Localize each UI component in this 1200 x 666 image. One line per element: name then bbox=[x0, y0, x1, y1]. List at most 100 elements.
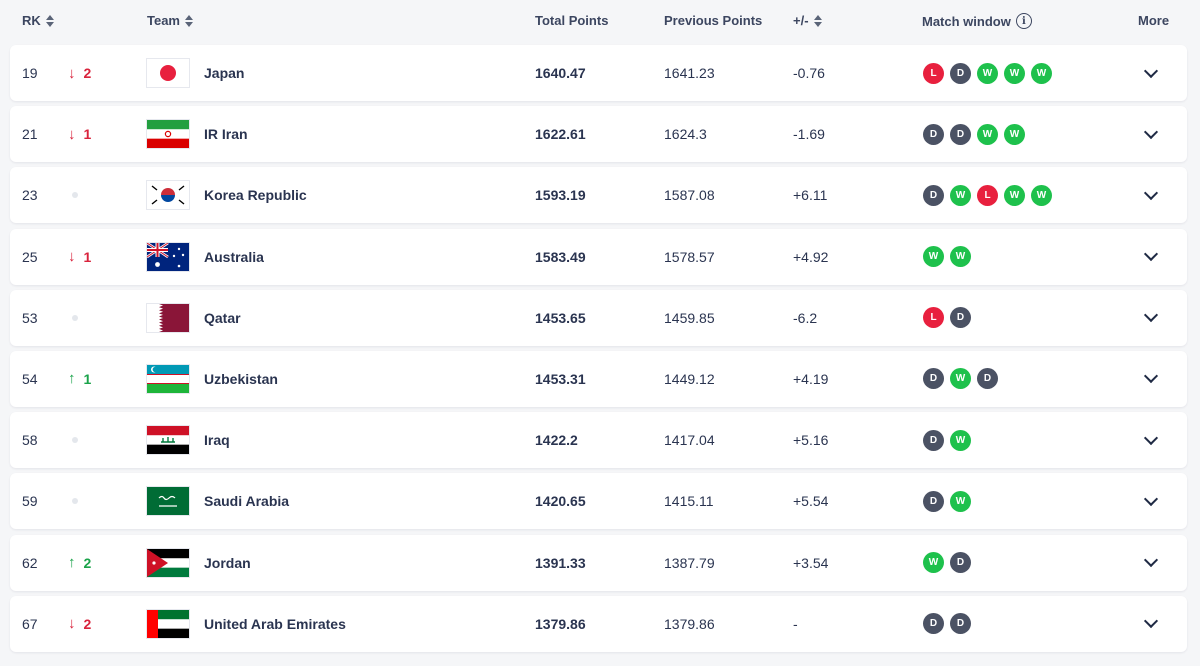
match-result-badge[interactable]: L bbox=[923, 62, 944, 84]
team-name[interactable]: Japan bbox=[204, 65, 245, 81]
team-name[interactable]: Qatar bbox=[204, 309, 241, 326]
team-name[interactable]: Saudi Arabia bbox=[204, 493, 290, 510]
match-result-badge[interactable]: D bbox=[923, 368, 944, 390]
expand-row-button[interactable] bbox=[1143, 473, 1159, 529]
team-name[interactable]: Iraq bbox=[204, 432, 230, 449]
australia-flag-icon bbox=[147, 242, 189, 271]
points-diff: -0.76 bbox=[793, 65, 825, 81]
match-result-badge[interactable]: W bbox=[1004, 62, 1025, 84]
match-result-badge[interactable]: D bbox=[950, 307, 971, 329]
diff-header[interactable]: +/- bbox=[793, 13, 822, 28]
match-result-badge[interactable]: D bbox=[950, 123, 971, 145]
team-name[interactable]: Uzbekistan bbox=[204, 370, 278, 387]
match-result-badge[interactable]: W bbox=[950, 368, 971, 390]
match-result-badge[interactable]: W bbox=[977, 123, 998, 145]
rank-value: 23 bbox=[22, 187, 38, 204]
chevron-down-icon bbox=[1143, 124, 1159, 139]
arrow-down-icon: ↓ bbox=[68, 248, 76, 266]
expand-row-button[interactable] bbox=[1143, 45, 1159, 101]
japan-flag-icon bbox=[147, 59, 189, 87]
match-result-badge[interactable]: L bbox=[977, 184, 998, 206]
match-result-badge[interactable]: W bbox=[923, 246, 944, 268]
rank-value: 67 bbox=[22, 615, 38, 632]
match-result-badge[interactable]: W bbox=[950, 429, 971, 451]
expand-row-button[interactable] bbox=[1143, 412, 1159, 468]
match-result-badge[interactable]: D bbox=[977, 368, 998, 390]
rank-value: 59 bbox=[22, 493, 38, 510]
team-name[interactable]: IR Iran bbox=[204, 126, 248, 143]
total-points: 1593.19 bbox=[535, 187, 586, 204]
match-result-badge[interactable]: W bbox=[977, 62, 998, 84]
rank-value: 54 bbox=[22, 370, 38, 387]
match-result-badge[interactable]: W bbox=[1004, 184, 1025, 206]
more-header: More bbox=[1138, 13, 1170, 28]
team-name[interactable]: Jordan bbox=[204, 554, 251, 571]
match-result-badge[interactable]: L bbox=[923, 307, 944, 329]
previous-points: 1415.11 bbox=[664, 493, 714, 510]
match-result-badge[interactable]: D bbox=[923, 613, 944, 635]
team-name[interactable]: United Arab Emirates bbox=[204, 615, 346, 632]
total-points: 1420.65 bbox=[535, 493, 586, 510]
expand-row-button[interactable] bbox=[1143, 290, 1159, 346]
rank-move: ↓ 1 bbox=[68, 229, 91, 285]
previous-points: 1449.12 bbox=[664, 370, 715, 387]
match-result-badge[interactable]: D bbox=[950, 613, 971, 635]
match-result-badge[interactable]: W bbox=[950, 490, 971, 512]
table-row[interactable]: 54 ↑ 1 Uzbekistan 1453.31 1449.12 +4.19 … bbox=[10, 350, 1187, 407]
points-diff: +5.54 bbox=[793, 493, 829, 510]
total-points: 1422.2 bbox=[535, 432, 578, 449]
neutral-dot-icon bbox=[72, 498, 78, 505]
rank-move-value: 1 bbox=[83, 126, 92, 143]
match-result-badge[interactable]: D bbox=[923, 184, 944, 206]
match-result-badge[interactable]: D bbox=[923, 490, 944, 512]
expand-row-button[interactable] bbox=[1143, 167, 1159, 223]
neutral-dot-icon bbox=[72, 437, 78, 444]
table-row[interactable]: 67 ↓ 2 United Arab Emirates 1379.86 1379… bbox=[10, 595, 1187, 652]
match-result-badge[interactable]: W bbox=[950, 184, 971, 206]
table-row[interactable]: 23 Korea Republic 1593.19 1587.08 +6.11 … bbox=[10, 167, 1187, 224]
match-result-badge[interactable]: W bbox=[1004, 123, 1025, 145]
table-row[interactable]: 25 ↓ 1 Australia 1583.49 1578.57 +4.92 W… bbox=[10, 228, 1187, 285]
total-points: 1453.31 bbox=[535, 370, 586, 387]
previous-points: 1379.86 bbox=[664, 615, 715, 632]
team-header[interactable]: Team bbox=[147, 13, 193, 28]
rank-move: ↓ 2 bbox=[68, 596, 91, 652]
match-result-badge[interactable]: D bbox=[950, 62, 971, 84]
team-flag bbox=[147, 412, 189, 468]
previous-points: 1578.57 bbox=[664, 248, 715, 265]
sort-icon bbox=[185, 14, 193, 27]
neutral-dot-icon bbox=[72, 192, 78, 199]
rank-header[interactable]: RK bbox=[22, 13, 54, 28]
previous-points-header: Previous Points bbox=[664, 13, 763, 28]
total-points: 1379.86 bbox=[535, 615, 586, 632]
team-name[interactable]: Australia bbox=[204, 248, 264, 265]
rank-move: ↑ 1 bbox=[68, 351, 91, 407]
expand-row-button[interactable] bbox=[1143, 106, 1159, 162]
match-result-badge[interactable]: D bbox=[923, 123, 944, 145]
team-name[interactable]: Korea Republic bbox=[204, 187, 307, 204]
expand-row-button[interactable] bbox=[1143, 596, 1159, 652]
expand-row-button[interactable] bbox=[1143, 229, 1159, 285]
expand-row-button[interactable] bbox=[1143, 351, 1159, 407]
match-result-badge[interactable]: W bbox=[923, 552, 944, 573]
match-result-badge[interactable]: W bbox=[1031, 184, 1052, 206]
info-icon[interactable]: i bbox=[1015, 13, 1032, 29]
match-result-badge[interactable]: D bbox=[950, 552, 971, 573]
previous-points: 1387.79 bbox=[664, 554, 715, 571]
rank-value: 62 bbox=[22, 554, 38, 571]
match-result-badge[interactable]: D bbox=[923, 429, 944, 451]
match-result-badge[interactable]: W bbox=[950, 246, 971, 268]
expand-row-button[interactable] bbox=[1143, 535, 1159, 591]
match-result-badge[interactable]: W bbox=[1031, 62, 1052, 84]
chevron-down-icon bbox=[1143, 614, 1159, 629]
